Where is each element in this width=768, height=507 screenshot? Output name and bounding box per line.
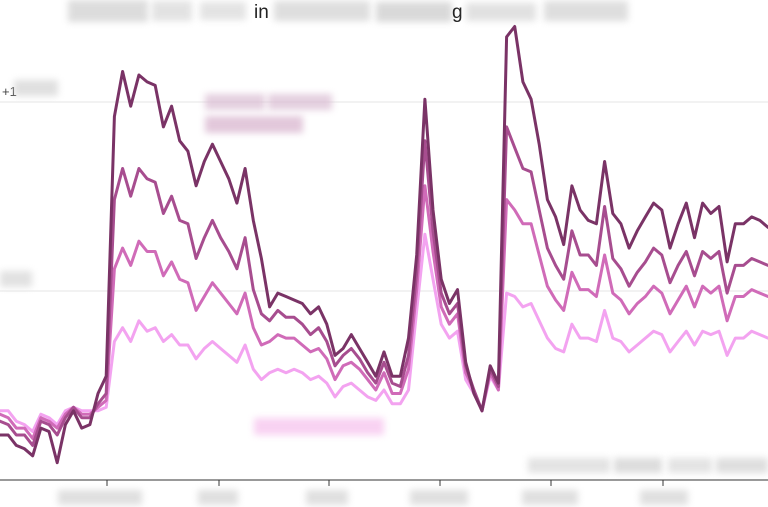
y-tick-redacted	[14, 80, 58, 96]
source-redacted-block	[614, 458, 662, 473]
title-redacted-block	[466, 3, 536, 21]
x-tick-labels	[58, 490, 688, 505]
x-tick-label-redacted	[522, 490, 578, 505]
title-redacted-block	[200, 2, 246, 20]
title-redacted-block	[544, 1, 628, 21]
legend	[205, 94, 332, 133]
title-redacted-block	[68, 0, 148, 22]
series-line-3	[0, 184, 768, 440]
series-line-4	[0, 232, 768, 433]
x-axis-ticks	[106, 480, 664, 486]
x-tick-label-redacted	[640, 490, 688, 505]
x-tick-label-redacted	[306, 490, 348, 505]
chart-title: in g	[68, 0, 628, 23]
y-tick-label: +1	[2, 84, 17, 99]
x-tick-label-redacted	[58, 490, 142, 505]
legend-redacted-block	[205, 116, 303, 133]
title-fragment: g	[452, 2, 463, 23]
source-redacted-block	[668, 458, 712, 473]
y-tick-label-top: +1	[2, 80, 58, 99]
y-tick-redacted	[0, 271, 32, 287]
title-redacted-block	[376, 2, 452, 22]
legend-redacted-block	[205, 94, 265, 110]
series-lines	[0, 25, 768, 465]
source-redacted-block	[716, 458, 768, 473]
legend-redacted-block	[268, 94, 332, 110]
title-redacted-block	[274, 1, 370, 21]
title-fragment: in	[254, 2, 269, 23]
annotation-redacted-block	[254, 418, 384, 435]
source-redacted-block	[528, 458, 610, 473]
source-note	[528, 458, 768, 473]
series-line-1	[0, 25, 768, 465]
x-tick-label-redacted	[410, 490, 468, 505]
x-tick-label-redacted	[198, 490, 238, 505]
series-line-2	[0, 125, 768, 447]
title-redacted-block	[152, 1, 192, 21]
